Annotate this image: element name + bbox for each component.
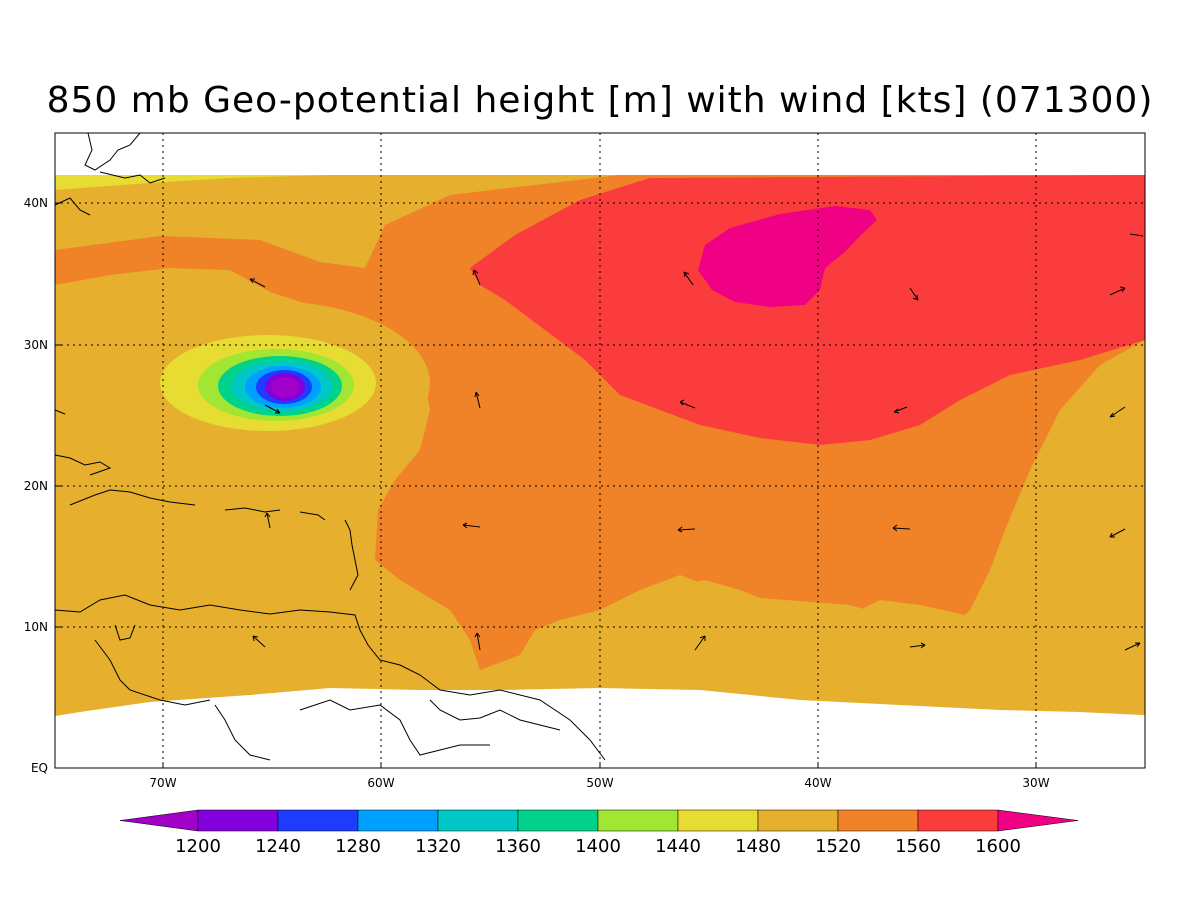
colorbar-label: 1440 bbox=[655, 836, 701, 857]
masked-north bbox=[55, 133, 1145, 175]
wind-arrow bbox=[474, 632, 481, 651]
wind-arrow bbox=[694, 635, 706, 651]
coastlines bbox=[55, 133, 606, 761]
wind-arrow bbox=[909, 642, 926, 649]
wind-arrow bbox=[909, 287, 919, 301]
coast-north-america bbox=[55, 133, 166, 216]
colorbar-segment bbox=[517, 809, 599, 832]
contour-band-1600 bbox=[698, 206, 877, 307]
contour-band-1440-north bbox=[55, 175, 330, 190]
colorbar-segment bbox=[437, 809, 519, 832]
colorbar-arrow-high bbox=[997, 809, 1079, 832]
low-center bbox=[271, 377, 299, 397]
colorbar-segment bbox=[757, 809, 839, 832]
lat-label: 10N bbox=[24, 620, 48, 634]
wind-arrow bbox=[1109, 406, 1126, 418]
colorbar-label: 1360 bbox=[495, 836, 541, 857]
lon-label: 30W bbox=[1022, 776, 1049, 790]
axis-ticks bbox=[55, 202, 1037, 768]
wind-vectors bbox=[54, 233, 1144, 651]
wind-arrow bbox=[1129, 233, 1144, 237]
colorbar-segment bbox=[277, 809, 359, 832]
colorbar-label: 1400 bbox=[575, 836, 621, 857]
wind-arrow bbox=[679, 399, 696, 409]
lat-labels: 40N 30N 20N 10N EQ bbox=[24, 196, 48, 775]
wind-arrow bbox=[677, 526, 696, 533]
lon-label: 40W bbox=[804, 776, 831, 790]
colorbar-label: 1280 bbox=[335, 836, 381, 857]
wind-arrow bbox=[474, 391, 481, 409]
colorbar-label: 1480 bbox=[735, 836, 781, 857]
colorbar-label: 1520 bbox=[815, 836, 861, 857]
lon-label: 70W bbox=[149, 776, 176, 790]
wind-arrow bbox=[893, 406, 908, 414]
colorbar-label: 1560 bbox=[895, 836, 941, 857]
coast-caribbean-islands bbox=[55, 454, 359, 591]
contour-patch-1480-east bbox=[668, 580, 765, 618]
colorbar-label: 1240 bbox=[255, 836, 301, 857]
lat-label: 40N bbox=[24, 196, 48, 210]
wind-arrow bbox=[1124, 642, 1141, 651]
contour-patch-1480-southeast bbox=[850, 500, 1145, 715]
wind-arrow bbox=[252, 635, 266, 648]
lon-label: 60W bbox=[367, 776, 394, 790]
wind-arrow bbox=[462, 522, 481, 529]
wind-arrow bbox=[54, 409, 66, 415]
colorbar-segment bbox=[197, 809, 279, 832]
lat-label: 20N bbox=[24, 479, 48, 493]
lat-label: 30N bbox=[24, 338, 48, 352]
graticule bbox=[55, 133, 1145, 768]
wind-arrow bbox=[1109, 286, 1126, 296]
wind-arrow bbox=[264, 512, 271, 529]
contour-band-1560 bbox=[470, 175, 1145, 445]
coast-gulf-maracaibo bbox=[114, 624, 136, 641]
map-title: 850 mb Geo-potential height [m] with win… bbox=[46, 80, 1154, 121]
colorbar-label: 1320 bbox=[415, 836, 461, 857]
colorbar-label: 1200 bbox=[175, 836, 221, 857]
coast-south-america bbox=[55, 594, 606, 761]
wind-arrow bbox=[1109, 528, 1126, 538]
colorbar-segment bbox=[837, 809, 919, 832]
colorbar-arrow-low bbox=[119, 809, 199, 832]
wind-arrow bbox=[683, 271, 694, 286]
colorbar-segment bbox=[677, 809, 759, 832]
contour-fill-layer bbox=[55, 133, 1145, 716]
colorbar-segment bbox=[357, 809, 439, 832]
wind-arrow bbox=[264, 404, 281, 414]
wind-arrow bbox=[249, 278, 266, 288]
lat-label: EQ bbox=[31, 761, 48, 775]
colorbar-segment bbox=[917, 809, 999, 832]
colorbar-label: 1600 bbox=[975, 836, 1021, 857]
lon-labels: 70W 60W 50W 40W 30W bbox=[149, 776, 1049, 790]
colorbar: 1200 1240 1280 1320 1360 1400 1440 1480 1520 1560… bbox=[119, 809, 1079, 857]
lon-label: 50W bbox=[586, 776, 613, 790]
colorbar-segment bbox=[597, 809, 679, 832]
wind-arrow bbox=[892, 524, 911, 532]
wind-arrow bbox=[472, 269, 481, 286]
